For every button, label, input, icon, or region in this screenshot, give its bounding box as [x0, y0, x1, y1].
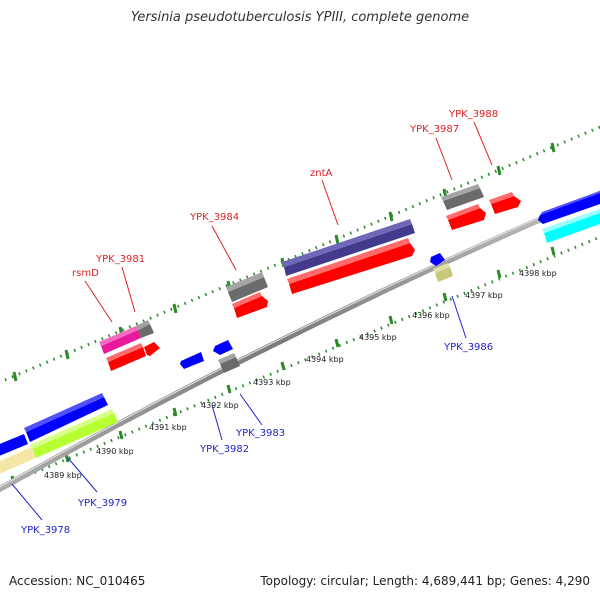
gene-YPK_3987[interactable] — [443, 188, 484, 210]
gene-YPK_3988[interactable] — [491, 196, 521, 214]
gene-label[interactable]: zntA — [310, 168, 333, 179]
gene-YPK_3988-top — [489, 192, 514, 204]
gene-label[interactable]: YPK_3978 — [20, 525, 70, 536]
gene-label[interactable]: YPK_3988 — [448, 109, 498, 120]
gene-cyan-right[interactable] — [544, 213, 600, 243]
gene-label[interactable]: YPK_3981 — [95, 254, 145, 265]
gene-blue-mid-top — [24, 393, 104, 432]
gene-YPK_3984-top — [226, 272, 264, 292]
gene-label[interactable]: YPK_3982 — [199, 444, 249, 455]
kbp-label: 4392 kbp — [201, 401, 239, 410]
gene-red-4-top — [287, 238, 410, 284]
gene-zntA-top — [282, 219, 412, 267]
gene-YPK_3978[interactable] — [0, 447, 36, 474]
gene-rsmD[interactable] — [101, 330, 141, 354]
gene-YPK_3984[interactable] — [228, 277, 268, 302]
kbp-label: 4396 kbp — [412, 311, 450, 320]
genome-backbone-highlight — [0, 190, 600, 488]
gene-blue-left[interactable] — [0, 434, 28, 456]
forward-label-connectors — [84, 121, 493, 323]
gene-red-4[interactable] — [289, 243, 415, 294]
reverse-major-ticks — [10, 246, 556, 485]
genome-summary-text: Topology: circular; Length: 4,689,441 bp… — [260, 574, 590, 588]
gene-blue-3986a[interactable] — [430, 253, 445, 266]
gene-YPK_3983[interactable] — [220, 357, 240, 373]
gene-YPK_3981[interactable] — [138, 324, 154, 338]
gene-rsmD-top — [99, 326, 138, 346]
kbp-label: 4389 kbp — [44, 471, 82, 480]
kbp-label: 4398 kbp — [519, 269, 557, 278]
accession-text: Accession: NC_010465 — [9, 574, 146, 588]
forward-genes — [99, 184, 521, 371]
gene-cyan-right-top — [542, 209, 600, 233]
gene-YPK_3981-top — [136, 320, 150, 330]
gene-red-1[interactable] — [108, 347, 146, 371]
forward-gene-labels: rsmD YPK_3981 YPK_3984 zntA YPK_3987 YPK… — [72, 109, 498, 279]
gene-label[interactable]: YPK_3984 — [189, 212, 239, 223]
reverse-label-connectors — [11, 295, 467, 521]
gene-red-5-top — [446, 204, 480, 220]
gene-red-5[interactable] — [448, 208, 486, 230]
gene-blue-right-top — [540, 191, 600, 215]
kbp-label: 4393 kbp — [253, 378, 291, 387]
gene-YPK_3987-top — [441, 184, 480, 201]
kbp-label: 4394 kbp — [306, 355, 344, 364]
gene-label[interactable]: YPK_3987 — [409, 124, 459, 135]
gene-YPK_3979-top — [30, 409, 114, 449]
reverse-gene-labels: YPK_3978 YPK_3979 YPK_3982 YPK_3983 YPK_… — [20, 342, 493, 536]
genome-backbone — [0, 190, 600, 493]
gene-blue-mid[interactable] — [26, 397, 108, 442]
gene-YPK_3982[interactable] — [180, 352, 204, 369]
map-title: Yersinia pseudotuberculosis YPIII, compl… — [130, 10, 470, 25]
gene-label[interactable]: rsmD — [72, 268, 99, 279]
forward-tick-track — [4, 125, 600, 382]
gene-red-1-top — [106, 343, 143, 362]
kbp-label: 4395 kbp — [359, 333, 397, 342]
gene-blue-right[interactable] — [538, 193, 600, 224]
reverse-genes — [0, 191, 600, 474]
kbp-label: 4391 kbp — [149, 423, 187, 432]
gene-red-2[interactable] — [144, 342, 160, 356]
kbp-label: 4390 kbp — [96, 447, 134, 456]
gene-red-3[interactable] — [234, 296, 268, 318]
gene-label[interactable]: YPK_3983 — [235, 428, 285, 439]
kbp-label: 4397 kbp — [465, 291, 503, 300]
gene-YPK_3983-top — [218, 353, 236, 364]
gene-blue-3983a[interactable] — [213, 340, 233, 355]
gene-YPK_3986[interactable] — [435, 267, 453, 282]
kbp-labels: 4389 kbp 4390 kbp 4391 kbp 4392 kbp 4393… — [44, 269, 557, 480]
gene-red-3-top — [232, 292, 262, 308]
gene-label[interactable]: YPK_3979 — [77, 498, 127, 509]
gene-YPK_3986-top — [433, 263, 450, 273]
gene-label[interactable]: YPK_3986 — [443, 342, 493, 353]
gene-YPK_3979[interactable] — [32, 413, 118, 458]
gene-zntA[interactable] — [284, 224, 415, 276]
